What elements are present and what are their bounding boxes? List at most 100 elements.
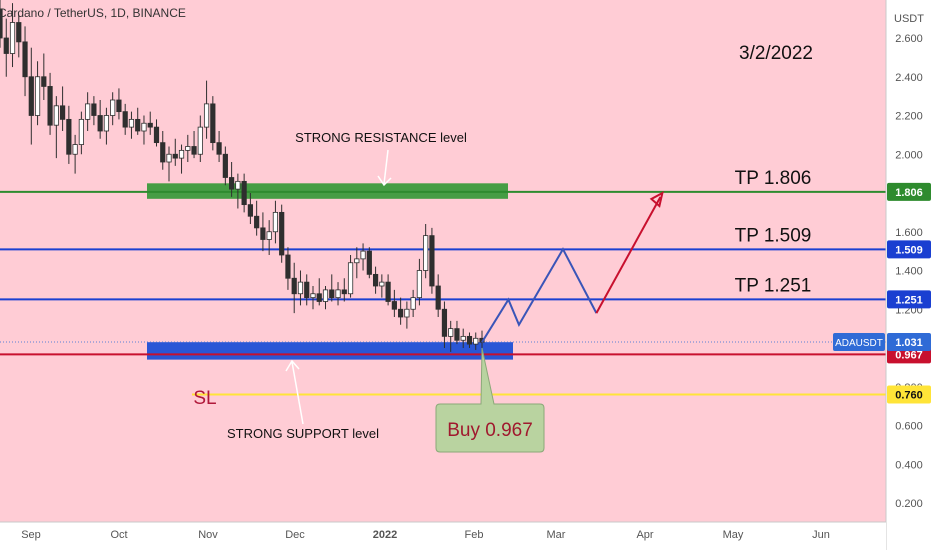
y-tick-label: 2.400 xyxy=(895,72,923,84)
candle-body-down xyxy=(435,285,441,310)
candle xyxy=(28,47,34,145)
candle-body-down xyxy=(229,177,235,190)
price-badge-text: 1.251 xyxy=(895,294,923,306)
candle xyxy=(91,96,97,126)
candle xyxy=(372,266,379,294)
candle-body-down xyxy=(285,254,291,279)
candle-body-down xyxy=(391,301,397,310)
candle xyxy=(473,332,479,350)
candle xyxy=(110,92,116,126)
price-badges: 1.806 1.509 1.251 0.967 0.760 1.031 ADAUSDT xyxy=(833,182,931,404)
candle-body-up xyxy=(272,211,279,233)
candle-body-down xyxy=(341,289,347,295)
candle-body-down xyxy=(135,118,141,132)
candle-body-down xyxy=(329,289,335,299)
candle-body-down xyxy=(254,215,260,229)
price-badge xyxy=(887,182,931,201)
candle-body-up xyxy=(235,180,241,190)
projection-path xyxy=(481,191,664,343)
candle xyxy=(360,243,366,271)
candle xyxy=(266,220,272,255)
candle xyxy=(216,131,222,162)
candle xyxy=(341,278,347,302)
candle-body-down xyxy=(279,211,285,256)
candle-body-up xyxy=(266,231,272,240)
candle xyxy=(235,173,241,209)
y-tick-label: 0.400 xyxy=(895,459,923,471)
candle-body-down xyxy=(247,204,253,217)
x-tick-label: Dec xyxy=(285,529,305,541)
candle xyxy=(410,289,416,317)
candle xyxy=(404,301,410,329)
chart-title: Cardano / TetherUS, 1D, BINANCE xyxy=(0,6,186,20)
candle-body-up xyxy=(360,250,366,260)
candle-body-up xyxy=(335,289,341,299)
candle-body-down xyxy=(210,103,216,144)
candle-body-up xyxy=(473,337,479,345)
candle-body-up xyxy=(322,289,329,302)
price-badge xyxy=(887,385,931,404)
y-tick-label: 0.600 xyxy=(895,421,923,433)
candle xyxy=(466,332,473,348)
y-tick-label: 1.400 xyxy=(895,266,923,278)
y-tick-label: 1.600 xyxy=(895,227,923,239)
candle-body-up xyxy=(297,281,304,295)
candle xyxy=(423,224,429,279)
candle-body-down xyxy=(160,142,166,163)
candle-body-up xyxy=(460,335,466,341)
candle-body-up xyxy=(178,149,185,159)
candle xyxy=(291,262,297,314)
candle-body-down xyxy=(16,22,22,43)
price-axis[interactable]: USDT2.6002.4002.2002.0001.8001.6001.4001… xyxy=(885,0,932,550)
candle xyxy=(153,119,160,147)
candle-body-down xyxy=(122,111,128,128)
candle xyxy=(78,111,84,155)
candle-body-down xyxy=(91,103,97,116)
candle-body-up xyxy=(128,118,135,128)
candle-body-up xyxy=(78,118,84,145)
candle xyxy=(279,204,285,263)
arrowhead-icon xyxy=(649,191,664,208)
candle xyxy=(366,247,372,279)
candle xyxy=(128,111,135,139)
x-tick-label: Apr xyxy=(636,529,653,541)
sl-label: SL xyxy=(193,388,216,409)
candle-body-up xyxy=(347,262,354,295)
candle-body-down xyxy=(116,99,122,113)
candle xyxy=(135,107,141,135)
candle xyxy=(260,212,266,252)
candle-body-down xyxy=(47,86,53,126)
candle xyxy=(103,107,110,145)
candle xyxy=(385,274,391,306)
candle xyxy=(241,173,247,213)
candle xyxy=(122,103,128,135)
candle xyxy=(435,274,441,317)
time-axis[interactable]: Sep Oct Nov Dec 2022 Feb Mar Apr May Jun xyxy=(0,521,886,550)
zone-support xyxy=(147,342,513,360)
candle xyxy=(454,320,460,345)
tp-label: TP 1.509 xyxy=(735,225,812,246)
candle-body-up xyxy=(103,115,110,132)
candle-body-up xyxy=(34,76,41,116)
candle xyxy=(335,282,341,306)
time-axis-bg xyxy=(0,522,886,550)
y-tick-label: 0.200 xyxy=(895,498,923,510)
candle xyxy=(329,274,335,302)
candle-body-up xyxy=(354,258,360,264)
candle xyxy=(448,320,454,352)
candle-body-down xyxy=(385,281,391,302)
candle xyxy=(47,72,53,135)
x-tick-label: Sep xyxy=(21,529,41,541)
x-tick-label: May xyxy=(723,529,744,541)
candle-body-down xyxy=(97,115,103,132)
x-tick-label: Feb xyxy=(465,529,484,541)
candle xyxy=(178,144,185,174)
x-tick-label: Oct xyxy=(110,529,127,541)
candle xyxy=(304,274,310,306)
candle-body-up xyxy=(404,308,410,318)
candle xyxy=(210,96,216,151)
candle-body-down xyxy=(172,153,178,159)
tp-label: TP 1.251 xyxy=(735,275,812,296)
y-tick-label: 2.000 xyxy=(895,149,923,161)
